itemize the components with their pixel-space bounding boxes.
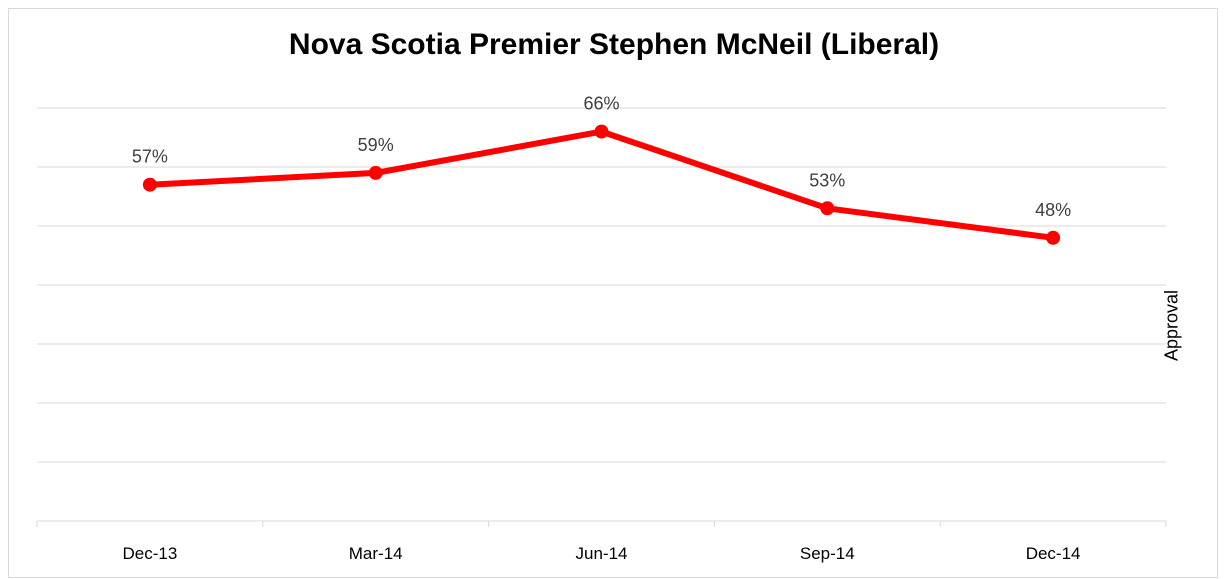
x-axis: Dec-13 Mar-14 Jun-14 Sep-14 Dec-14 — [36, 520, 1167, 563]
data-label: 53% — [809, 170, 845, 190]
data-label: 48% — [1035, 200, 1071, 220]
gridlines — [37, 107, 1166, 463]
data-point — [1046, 230, 1061, 245]
x-tick-label: Jun-14 — [576, 544, 628, 563]
x-tick-label: Dec-13 — [122, 544, 177, 563]
data-point — [820, 201, 835, 216]
series-approval: 57% 59% 66% 53% 48% — [132, 94, 1071, 245]
data-label: 59% — [358, 135, 394, 155]
data-point — [594, 124, 609, 139]
x-tick-label: Dec-14 — [1026, 544, 1081, 563]
x-tick-label: Sep-14 — [800, 544, 855, 563]
chart-frame — [8, 8, 1218, 578]
chart-title: Nova Scotia Premier Stephen McNeil (Libe… — [288, 28, 940, 61]
data-label: 66% — [583, 94, 619, 114]
data-point — [368, 165, 383, 180]
data-point — [142, 177, 157, 192]
series-line — [146, 128, 1057, 241]
x-tick-label: Mar-14 — [349, 544, 403, 563]
data-label: 57% — [132, 147, 168, 167]
